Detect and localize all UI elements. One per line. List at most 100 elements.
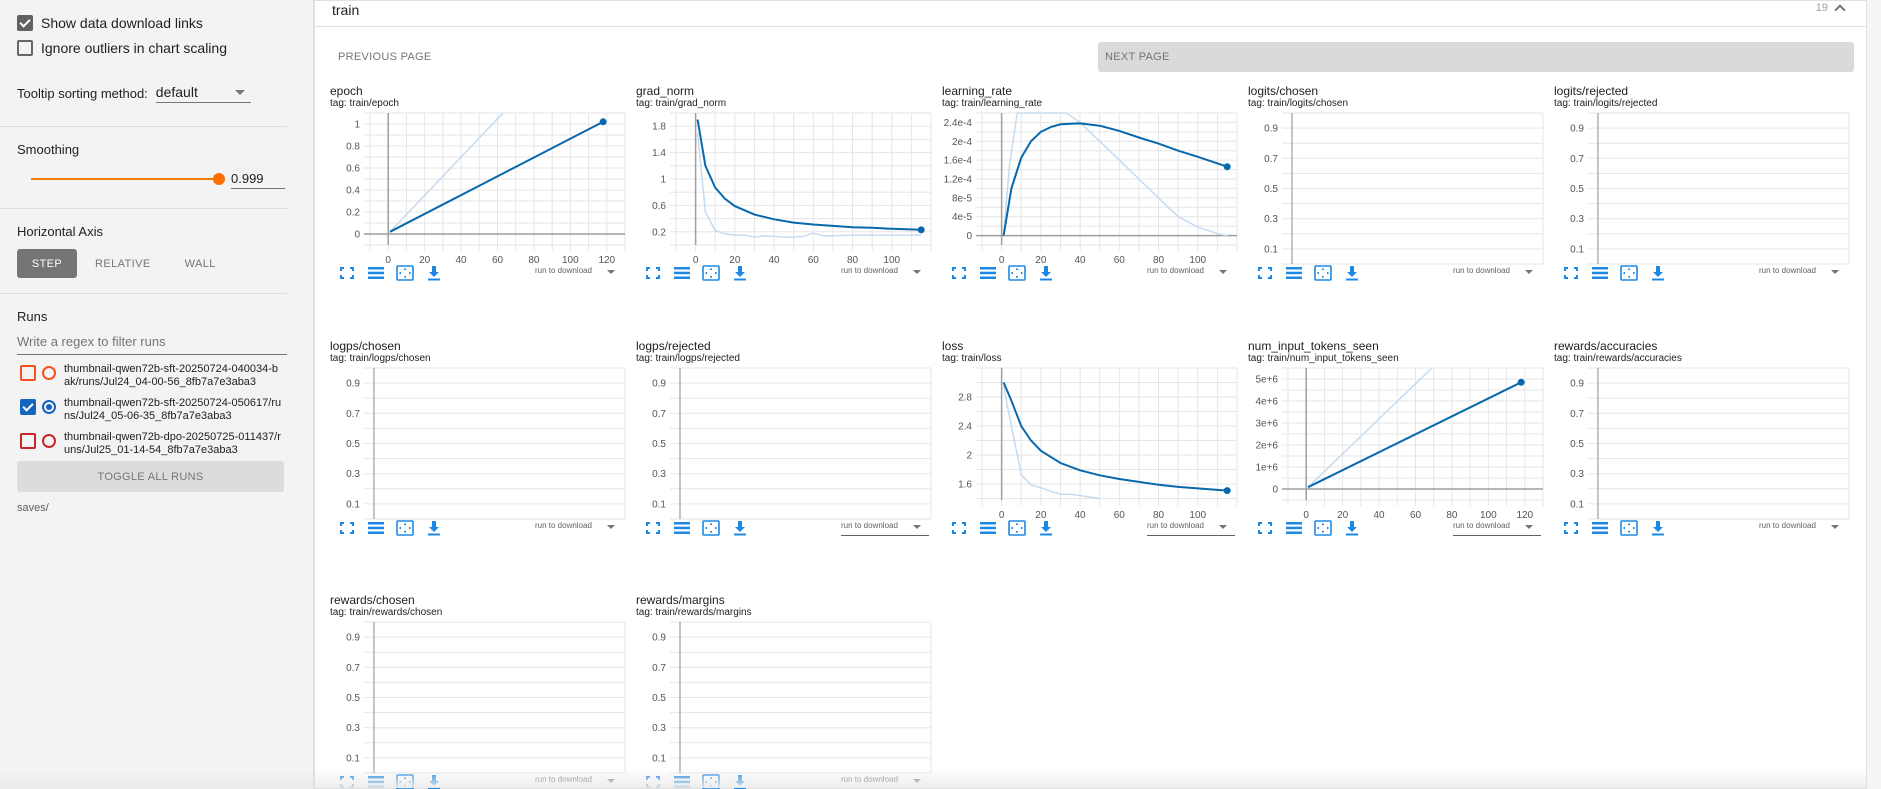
fit-domain-icon[interactable] [396, 265, 414, 281]
fit-domain-icon[interactable] [1008, 265, 1026, 281]
chart-plot-area[interactable]: 0.1 0.3 0.5 0.7 0.9 [1554, 364, 1854, 524]
run-radio[interactable] [42, 434, 56, 448]
fit-domain-icon[interactable] [1620, 520, 1638, 536]
log-scale-icon[interactable] [979, 265, 997, 281]
fit-domain-icon[interactable] [702, 520, 720, 536]
chevron-up-icon[interactable] [1834, 4, 1846, 16]
fit-domain-icon[interactable] [396, 774, 414, 789]
fit-domain-icon[interactable] [396, 520, 414, 536]
tooltip-sorting-select[interactable]: default [155, 84, 251, 103]
run-to-download-select[interactable]: run to download [841, 775, 929, 789]
download-icon[interactable] [1037, 520, 1055, 536]
log-scale-icon[interactable] [1591, 265, 1609, 281]
checkbox-checked-icon[interactable] [17, 15, 33, 31]
run-checkbox[interactable] [20, 433, 36, 449]
download-icon[interactable] [1343, 265, 1361, 281]
fit-domain-icon[interactable] [1314, 520, 1332, 536]
run-item[interactable]: thumbnail-qwen72b-sft-20250724-050617/ru… [20, 397, 296, 423]
run-to-download-select[interactable]: run to download [1759, 266, 1847, 281]
fullscreen-icon[interactable] [1256, 265, 1274, 281]
run-to-download-select[interactable]: run to download [535, 521, 623, 536]
run-checkbox[interactable] [20, 365, 36, 381]
run-to-download-select[interactable]: run to download [535, 266, 623, 281]
smoothing-slider[interactable] [31, 171, 225, 187]
fullscreen-icon[interactable] [644, 520, 662, 536]
chart-plot-area[interactable]: 0 20 40 60 80 100 0 4e-5 8e-5 1.2e-4 1.6e-4 2e-4 2.4… [942, 109, 1242, 269]
log-scale-icon[interactable] [1285, 520, 1303, 536]
next-page-button[interactable]: NEXT PAGE [1098, 42, 1854, 72]
log-scale-icon[interactable] [979, 520, 997, 536]
chart-plot-area[interactable]: 0.1 0.3 0.5 0.7 0.9 [1248, 109, 1548, 269]
chart-plot-area[interactable]: 0.1 0.3 0.5 0.7 0.9 [636, 618, 936, 778]
fit-domain-icon[interactable] [702, 265, 720, 281]
fullscreen-icon[interactable] [338, 774, 356, 789]
fit-domain-icon[interactable] [702, 774, 720, 789]
toggle-all-runs-button[interactable]: TOGGLE ALL RUNS [17, 461, 284, 492]
chart-plot-area[interactable]: 0 20 40 60 80 100 120 0 1e+6 2e+6 3e+6 4e+6 5e+6 [1248, 364, 1548, 524]
run-to-download-select[interactable]: run to download [841, 521, 929, 536]
fullscreen-icon[interactable] [1562, 265, 1580, 281]
download-icon[interactable] [731, 265, 749, 281]
checkbox-empty-icon[interactable] [17, 40, 33, 56]
chart-plot-area[interactable]: 0.1 0.3 0.5 0.7 0.9 [330, 618, 630, 778]
download-icon[interactable] [731, 520, 749, 536]
run-item[interactable]: thumbnail-qwen72b-dpo-20250725-011437/ru… [20, 431, 296, 457]
run-radio[interactable] [42, 366, 56, 380]
fullscreen-icon[interactable] [950, 265, 968, 281]
run-to-download-select[interactable]: run to download [841, 266, 929, 281]
card-header[interactable]: train 19 [315, 1, 1866, 27]
fullscreen-icon[interactable] [644, 774, 662, 789]
run-item[interactable]: thumbnail-qwen72b-sft-20250724-040034-ba… [20, 363, 296, 389]
log-scale-icon[interactable] [673, 774, 691, 789]
chart-plot-area[interactable]: 0 20 40 60 80 100 0.2 0.6 1 1.4 1.8 [636, 109, 936, 269]
axis-relative-button[interactable]: RELATIVE [95, 257, 151, 270]
run-to-download-select[interactable]: run to download [1453, 266, 1541, 281]
axis-wall-button[interactable]: WALL [184, 257, 216, 270]
fullscreen-icon[interactable] [338, 265, 356, 281]
log-scale-icon[interactable] [1285, 265, 1303, 281]
chart-title: logps/rejected [636, 339, 711, 353]
run-to-download-select[interactable]: run to download [535, 775, 623, 789]
fit-domain-icon[interactable] [1008, 520, 1026, 536]
download-icon[interactable] [425, 774, 443, 789]
chart-plot-area[interactable]: 0.1 0.3 0.5 0.7 0.9 [1554, 109, 1854, 269]
scalar-chart: loss tag: train/loss 0 20 40 60 80 100 1.6 2 2.4 2… [942, 340, 1238, 552]
axis-step-button[interactable]: STEP [17, 249, 77, 278]
run-to-download-select[interactable]: run to download [1147, 521, 1235, 536]
fullscreen-icon[interactable] [644, 265, 662, 281]
run-to-download-select[interactable]: run to download [1759, 521, 1847, 536]
smoothing-value-input[interactable]: 0.999 [231, 169, 285, 189]
chart-plot-area[interactable]: 0.1 0.3 0.5 0.7 0.9 [330, 364, 630, 524]
log-scale-icon[interactable] [1591, 520, 1609, 536]
log-scale-icon[interactable] [367, 520, 385, 536]
download-icon[interactable] [1649, 520, 1667, 536]
chart-plot-area[interactable]: 0 20 40 60 80 100 120 0 0.2 0.4 0.6 0.8 1 [330, 109, 630, 269]
log-scale-icon[interactable] [673, 265, 691, 281]
run-checkbox-checked[interactable] [20, 399, 36, 415]
log-scale-icon[interactable] [367, 774, 385, 789]
fullscreen-icon[interactable] [1256, 520, 1274, 536]
run-to-download-select[interactable]: run to download [1147, 266, 1235, 281]
fullscreen-icon[interactable] [1562, 520, 1580, 536]
log-scale-icon[interactable] [673, 520, 691, 536]
download-icon[interactable] [731, 774, 749, 789]
download-icon[interactable] [1649, 265, 1667, 281]
download-icon[interactable] [1343, 520, 1361, 536]
download-icon[interactable] [425, 520, 443, 536]
run-radio-selected[interactable] [42, 400, 56, 414]
fit-domain-icon[interactable] [1620, 265, 1638, 281]
show-download-links-toggle[interactable]: Show data download links [17, 11, 296, 35]
chart-plot-area[interactable]: 0 20 40 60 80 100 1.6 2 2.4 2.8 [942, 364, 1242, 524]
slider-thumb[interactable] [213, 173, 225, 185]
run-to-download-select[interactable]: run to download [1453, 521, 1541, 536]
fullscreen-icon[interactable] [338, 520, 356, 536]
chart-plot-area[interactable]: 0.1 0.3 0.5 0.7 0.9 [636, 364, 936, 524]
log-scale-icon[interactable] [367, 265, 385, 281]
ignore-outliers-toggle[interactable]: Ignore outliers in chart scaling [17, 36, 296, 60]
fullscreen-icon[interactable] [950, 520, 968, 536]
download-icon[interactable] [1037, 265, 1055, 281]
download-icon[interactable] [425, 265, 443, 281]
fit-domain-icon[interactable] [1314, 265, 1332, 281]
previous-page-button[interactable]: PREVIOUS PAGE [338, 51, 432, 63]
runs-filter-input[interactable]: Write a regex to filter runs [17, 334, 287, 355]
